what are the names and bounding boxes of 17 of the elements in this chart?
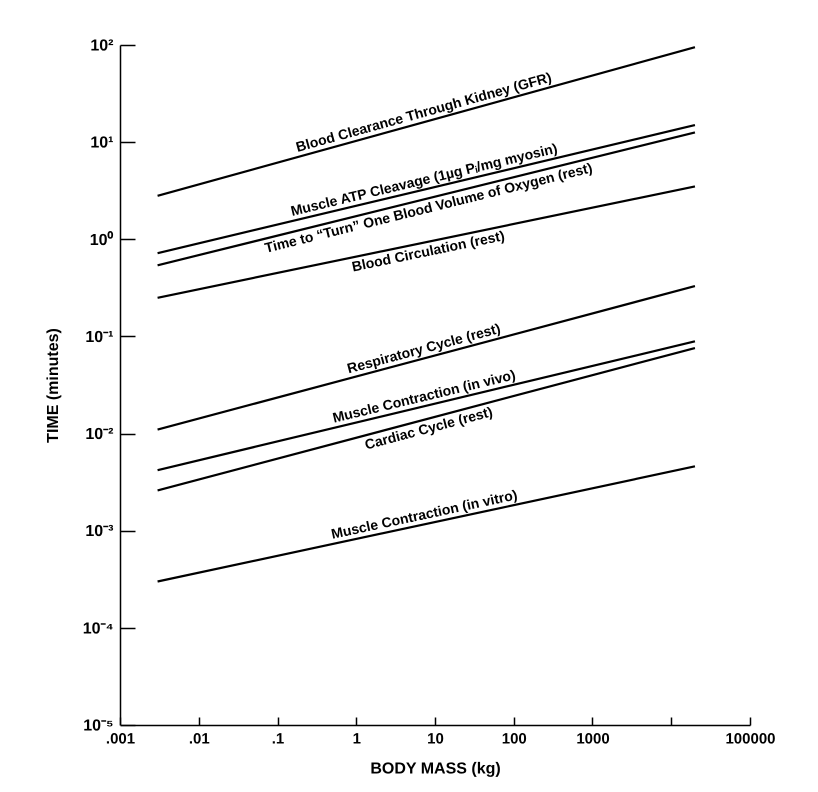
x-tick-label: 1	[352, 730, 361, 748]
y-tick-label: 10⁻³	[85, 523, 114, 540]
x-tick-label: .1	[272, 730, 284, 748]
y-tick-label: 10¹	[90, 134, 114, 152]
x-axis-title: BODY MASS (kg)	[370, 760, 501, 778]
y-tick-label: 10⁻⁴	[82, 620, 114, 638]
x-tick-label: 100	[502, 730, 527, 748]
x-tick-label: 1000	[576, 730, 610, 748]
y-tick-label: 10²	[90, 38, 114, 54]
y-axis-title: TIME (minutes)	[44, 328, 62, 443]
text: Muscle Contraction (in vitro)	[330, 486, 519, 542]
y-tick-label: 10⁻¹	[85, 328, 114, 346]
y-tick-label: 10⁰	[90, 230, 114, 249]
x-tick-label: 10	[427, 730, 444, 748]
x-tick-label: .01	[188, 730, 210, 748]
x-tick-label: 100000	[725, 730, 776, 748]
y-tick-label: 10⁻²	[85, 426, 114, 444]
